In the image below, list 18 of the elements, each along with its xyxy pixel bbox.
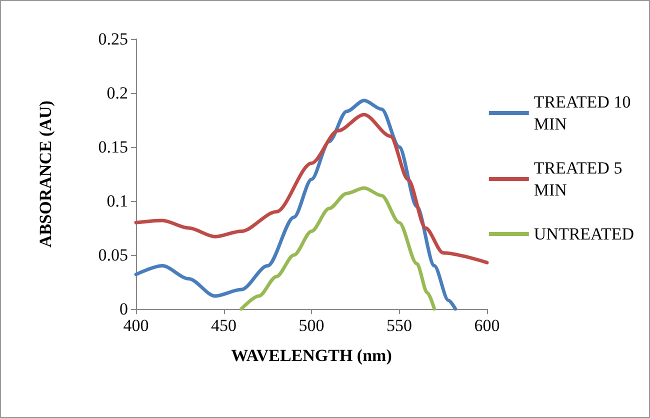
x-tick-label: 400	[123, 316, 149, 335]
y-tick-label: 0.25	[98, 30, 128, 48]
legend-label: UNTREATED	[534, 224, 634, 244]
x-tick-label: 550	[386, 316, 412, 335]
line-series	[134, 112, 489, 264]
y-tick-label: 0	[120, 300, 128, 318]
y-tick-label: 0.2	[106, 84, 128, 102]
y-axis-title: ABSORANCE (AU)	[36, 100, 55, 248]
y-tick-label: 0.05	[98, 246, 128, 264]
line-series	[240, 186, 436, 311]
x-axis-title: WAVELENGTH (nm)	[231, 346, 392, 365]
y-tick-label: 0.15	[98, 138, 128, 156]
legend-label: TREATED 5 MIN	[534, 158, 622, 200]
legend-label: TREATED 10 MIN	[534, 92, 631, 134]
x-tick-label: 500	[298, 316, 324, 335]
x-tick-label: 450	[211, 316, 236, 335]
x-tick-label: 600	[474, 316, 500, 335]
y-tick-label: 0.1	[106, 192, 128, 210]
